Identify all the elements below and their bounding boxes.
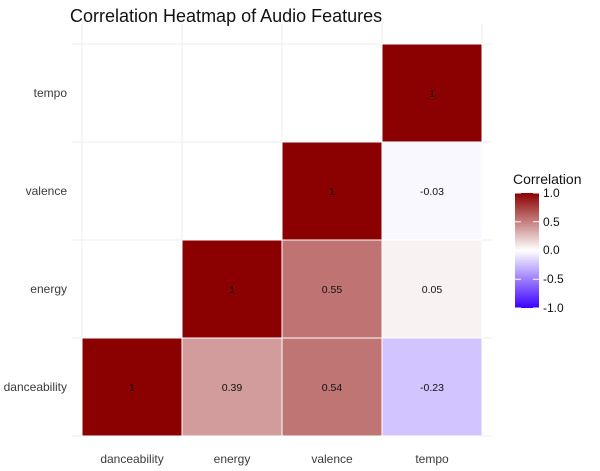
heatmap-cell	[281, 141, 383, 241]
y-tick-label: danceability	[4, 380, 67, 394]
x-tick-label: tempo	[415, 452, 449, 466]
cell-value-label: 0.39	[222, 382, 243, 394]
y-tick-label: valence	[26, 184, 68, 198]
cell-value-label: 1	[229, 284, 235, 296]
heatmap-cell	[281, 239, 383, 339]
heatmap-cell	[381, 239, 483, 339]
cell-value-label: 0.05	[422, 284, 443, 296]
heatmap-cell	[281, 337, 383, 437]
chart-title: Correlation Heatmap of Audio Features	[70, 6, 382, 26]
x-tick-label: danceability	[100, 452, 163, 466]
x-tick-label: valence	[311, 452, 353, 466]
legend: Correlation 1.0 0.5 0.0 -0.5 -1.0	[513, 171, 581, 315]
legend-tick-label: 0.0	[543, 243, 560, 257]
y-tick-label: energy	[30, 282, 67, 296]
x-tick-label: energy	[214, 452, 251, 466]
cells-layer	[81, 43, 483, 437]
heatmap-cell	[381, 43, 483, 143]
cell-value-label: 1	[129, 382, 135, 394]
cell-value-label: 0.55	[322, 284, 343, 296]
y-tick-label: tempo	[34, 86, 68, 100]
cell-value-label: 1	[429, 88, 435, 100]
legend-tick-label: 0.5	[543, 215, 560, 229]
heatmap-cell	[181, 239, 283, 339]
cell-value-label: -0.23	[420, 382, 444, 394]
cell-value-label: -0.03	[420, 186, 444, 198]
legend-tick-label: 1.0	[543, 186, 560, 200]
legend-tick-label: -1.0	[543, 301, 564, 315]
labels-layer: 1 0.39 0.54 -0.23 1 0.55 0.05 1 -0.03 1	[129, 88, 444, 394]
legend-title: Correlation	[513, 171, 581, 187]
heatmap-cell	[381, 141, 483, 241]
cell-value-label: 1	[329, 186, 335, 198]
heatmap-cell	[181, 337, 283, 437]
y-axis: danceability energy valence tempo	[4, 86, 68, 394]
legend-ticks	[515, 192, 539, 309]
cell-value-label: 0.54	[322, 382, 343, 394]
x-axis: danceability energy valence tempo	[100, 452, 449, 466]
heatmap-cell	[381, 337, 483, 437]
legend-tick-label: -0.5	[543, 272, 564, 286]
